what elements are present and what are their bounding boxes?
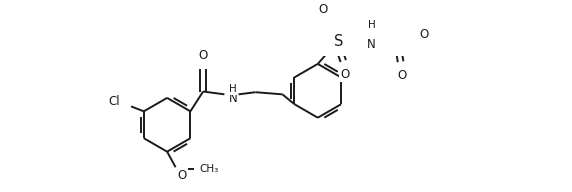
Text: N: N [367,38,376,51]
Text: S: S [334,34,344,49]
Text: O: O [398,69,407,82]
Text: O: O [319,3,328,17]
Text: H: H [229,84,237,94]
Text: O: O [178,169,187,182]
Text: N: N [228,92,237,105]
Text: O: O [419,28,428,41]
Text: O: O [340,68,349,81]
Text: CH₃: CH₃ [200,164,219,174]
Text: O: O [198,49,208,62]
Text: Cl: Cl [108,95,120,108]
Text: H: H [368,20,375,30]
